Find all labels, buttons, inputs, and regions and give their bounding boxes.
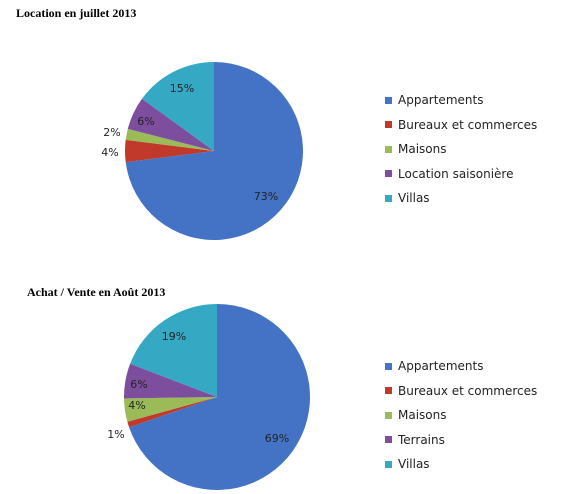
legend-label: Villas (398, 457, 430, 471)
slice-label-bureaux-et-commerces: 1% (107, 428, 124, 441)
legend-swatch (385, 460, 392, 468)
legend-swatch (385, 194, 392, 202)
legend-label: Terrains (398, 432, 445, 447)
slice-label-appartements: 69% (265, 432, 289, 445)
legend-item-maisons: Maisons (385, 408, 447, 422)
slice-label-location-saisoniere: 6% (137, 115, 154, 128)
pie-slice-appartements (125, 62, 303, 240)
pie-slice-villas (142, 62, 214, 151)
legend-item-bureaux-et-commerces: Bureaux et commerces (385, 118, 537, 132)
slice-label-villas: 15% (170, 82, 194, 95)
chart-title-location: Location en juillet 2013 (16, 6, 137, 20)
legend-swatch (385, 145, 392, 153)
legend-label: Villas (398, 191, 430, 205)
legend-item-maisons: Maisons (385, 142, 447, 156)
slice-label-maisons: 4% (128, 399, 145, 412)
legend-swatch (385, 436, 392, 443)
legend-item-villas: Villas (385, 457, 430, 471)
slice-label-appartements: 73% (254, 190, 278, 203)
legend-label: Location saisonière (398, 166, 514, 181)
pie-slice-location-saisoniere (127, 98, 214, 151)
slice-label-terrains: 6% (130, 378, 147, 391)
legend-label: Appartements (398, 359, 484, 373)
legend-swatch (385, 411, 392, 419)
pie-slice-maisons (125, 128, 214, 151)
pie-slice-terrains (123, 363, 217, 399)
slice-label-villas: 19% (162, 330, 186, 343)
legend-item-appartements: Appartements (385, 93, 483, 107)
legend-swatch (385, 387, 392, 394)
chart-title-achat-vente: Achat / Vente en Août 2013 (27, 285, 166, 299)
pie-slice-villas (130, 304, 217, 397)
slice-label-maisons: 2% (103, 126, 120, 139)
legend-item-bureaux-et-commerces: Bureaux et commerces (385, 384, 537, 398)
legend-label: Bureaux et commerces (398, 117, 538, 132)
legend-item-location-saisoniere: Location saisonière (385, 167, 513, 181)
legend-label: Appartements (398, 93, 484, 107)
legend-label: Bureaux et commerces (398, 383, 538, 398)
slice-label-bureaux-et-commerces: 4% (101, 146, 118, 159)
legend-item-terrains: Terrains (385, 433, 445, 447)
legend-item-villas: Villas (385, 191, 430, 205)
legend-label: Maisons (398, 408, 447, 422)
pie-slice-bureaux-et-commerces (127, 397, 217, 428)
pie-slice-maisons (124, 397, 217, 422)
legend-swatch (385, 96, 392, 104)
pie-slice-appartements (129, 304, 310, 490)
legend-item-appartements: Appartements (385, 359, 483, 373)
legend-swatch (385, 170, 392, 177)
legend-label: Maisons (398, 142, 447, 156)
legend-swatch (385, 121, 392, 128)
pie-slice-bureaux-et-commerces (124, 139, 214, 163)
legend-swatch (385, 362, 392, 370)
